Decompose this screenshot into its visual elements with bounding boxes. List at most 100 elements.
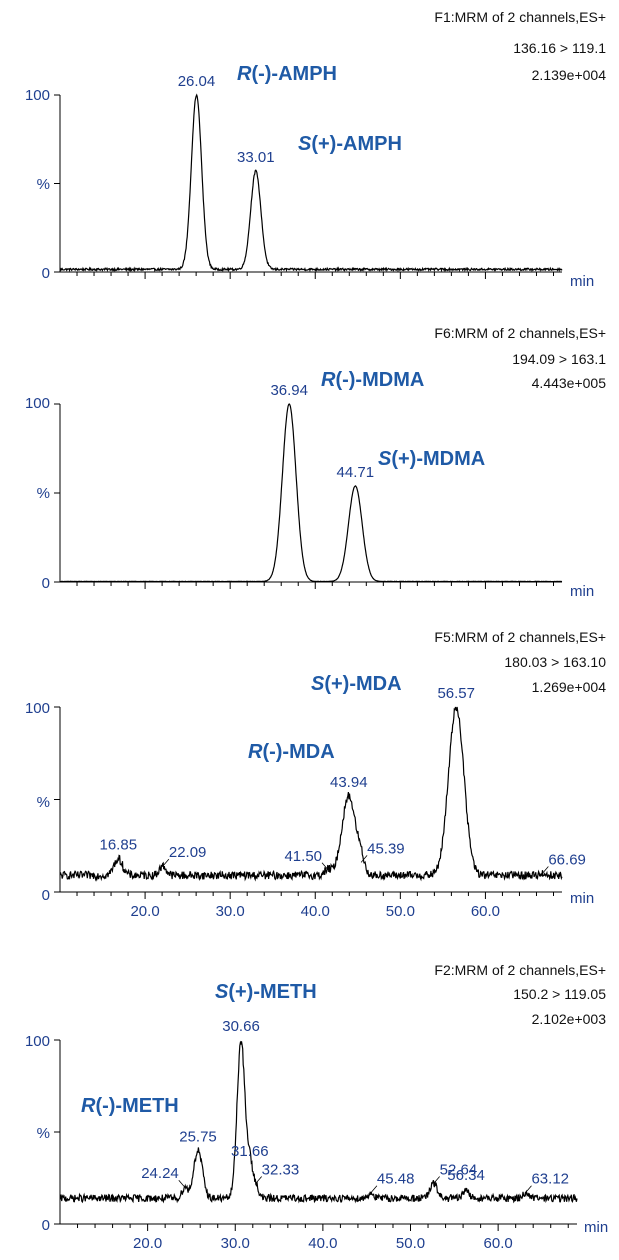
peak-label-leader	[162, 858, 170, 867]
x-tick-label: 30.0	[221, 1235, 250, 1252]
peak-label: 33.01	[237, 149, 275, 166]
panel-header-line-1: F6:MRM of 2 channels,ES+	[434, 325, 606, 341]
panel-header-line-1: F2:MRM of 2 channels,ES+	[434, 962, 606, 978]
chart-plot: 26.04 33.01	[54, 73, 563, 279]
peak-label: 24.24	[141, 1165, 179, 1182]
peak-label: 66.69	[548, 852, 586, 869]
compound-label-r-mdma: R(-)-MDMA	[321, 369, 424, 391]
compound-suffix: (+)-AMPH	[311, 133, 402, 155]
compound-label-r-mda: R(-)-MDA	[248, 741, 335, 763]
panel-header-line-2: 136.16 > 119.1	[513, 40, 606, 56]
peak-label: 36.94	[270, 382, 308, 399]
compound-prefix: S	[311, 673, 325, 695]
peak-label: 44.71	[337, 464, 375, 481]
compound-prefix: S	[215, 981, 229, 1003]
compound-prefix: S	[378, 448, 392, 470]
compound-suffix: (+)-METH	[228, 981, 316, 1003]
peak-label: 43.94	[330, 774, 368, 791]
peak-label-leader	[525, 1185, 532, 1193]
panel-meth: F2:MRM of 2 channels,ES+ 150.2 > 119.05 …	[25, 962, 608, 1236]
y-tick-percent: %	[37, 176, 50, 193]
panel-header-line-1: F5:MRM of 2 channels,ES+	[434, 629, 606, 645]
compound-suffix: (-)-MDMA	[335, 369, 424, 391]
panel-amph: F1:MRM of 2 channels,ES+ 136.16 > 119.1 …	[25, 9, 606, 290]
peak-label: 30.66	[222, 1018, 260, 1035]
peak-label: 45.48	[377, 1171, 415, 1188]
peak-label: 56.34	[447, 1167, 485, 1184]
peak-label: 26.04	[178, 73, 216, 90]
x-tick-label: 50.0	[396, 1235, 425, 1252]
y-tick-100: 100	[25, 700, 50, 717]
compound-prefix: S	[298, 133, 312, 155]
peak-label: 52.64	[440, 1162, 478, 1179]
peak-label-leader	[433, 1176, 440, 1184]
peak-label: 63.12	[531, 1171, 569, 1188]
compound-suffix: (-)-MDA	[262, 741, 334, 763]
peak-label: 16.85	[100, 837, 138, 854]
compound-label-s-mda: S(+)-MDA	[311, 673, 402, 695]
panel-header-line-3: 2.139e+004	[532, 67, 607, 83]
chromatogram-trace	[59, 706, 563, 882]
compound-label-s-amph: S(+)-AMPH	[298, 133, 402, 155]
peak-label-leader	[370, 1185, 378, 1193]
x-tick-label: 60.0	[484, 1235, 513, 1252]
y-tick-percent: %	[37, 1125, 50, 1142]
y-tick-0: 0	[42, 575, 50, 592]
x-tick-label: 30.0	[216, 903, 245, 920]
peak-label: 25.75	[179, 1128, 217, 1145]
panel-header-line-2: 180.03 > 163.10	[504, 654, 606, 670]
peak-label: 22.09	[169, 844, 207, 861]
compound-suffix: (-)-AMPH	[251, 63, 337, 85]
panel-header-line-3: 2.102e+003	[532, 1011, 607, 1027]
peak-label-leader	[360, 855, 368, 863]
compound-label-s-mdma: S(+)-MDMA	[378, 448, 485, 470]
compound-prefix: R	[248, 741, 263, 763]
peak-label: 45.39	[367, 840, 405, 857]
compound-prefix: R	[237, 63, 252, 85]
compound-label-r-meth: R(-)-METH	[81, 1095, 179, 1117]
compound-prefix: R	[321, 369, 336, 391]
peak-label-leader	[321, 862, 329, 871]
x-tick-label: 40.0	[301, 903, 330, 920]
compound-suffix: (+)-MDA	[324, 673, 401, 695]
x-unit-label: min	[570, 583, 594, 600]
compound-label-r-amph: R(-)-AMPH	[237, 63, 337, 85]
y-tick-100: 100	[25, 87, 50, 104]
y-tick-percent: %	[37, 794, 50, 811]
y-tick-100: 100	[25, 395, 50, 412]
panel-header-line-1: F1:MRM of 2 channels,ES+	[434, 9, 606, 25]
panel-mda: F5:MRM of 2 channels,ES+ 180.03 > 163.10…	[25, 629, 606, 907]
peak-label-leader	[178, 1179, 186, 1188]
compound-prefix: R	[81, 1095, 96, 1117]
peak-label: 31.66	[231, 1143, 269, 1160]
y-tick-percent: %	[37, 485, 50, 502]
chromatogram-trace	[59, 403, 563, 583]
y-tick-0: 0	[42, 887, 50, 904]
chromatogram-trace	[59, 1040, 578, 1204]
peak-label-leader	[542, 866, 549, 874]
peak-label: 41.50	[284, 848, 322, 865]
y-tick-0: 0	[42, 1217, 50, 1234]
x-tick-label: 40.0	[308, 1235, 337, 1252]
chart-plot: 20.0 30.0 40.0 50.0 60.0 16.85 22.09 41.50 43.94…	[54, 685, 586, 920]
y-tick-0: 0	[42, 265, 50, 282]
x-tick-label: 60.0	[471, 903, 500, 920]
peak-label-leader	[255, 1176, 262, 1184]
panel-mdma: F6:MRM of 2 channels,ES+ 194.09 > 163.1 …	[25, 325, 606, 600]
x-tick-label: 20.0	[130, 903, 159, 920]
panel-header-line-3: 1.269e+004	[532, 679, 607, 695]
panel-header-line-3: 4.443e+005	[532, 375, 607, 391]
compound-label-s-meth: S(+)-METH	[215, 981, 317, 1003]
panel-header-line-2: 194.09 > 163.1	[512, 351, 606, 367]
x-unit-label: min	[584, 1219, 608, 1236]
compound-suffix: (+)-MDMA	[391, 448, 485, 470]
chart-plot: 20.0 30.0 40.0 50.0 60.0 24.24 25.75 30.66 31.66…	[54, 1018, 578, 1252]
peak-label: 32.33	[262, 1162, 300, 1179]
compound-suffix: (-)-METH	[95, 1095, 178, 1117]
chromatogram-trace	[59, 93, 563, 273]
y-tick-100: 100	[25, 1033, 50, 1050]
chart-plot: 36.94 44.71	[54, 382, 563, 589]
panel-header-line-2: 150.2 > 119.05	[513, 986, 606, 1002]
x-tick-label: 50.0	[386, 903, 415, 920]
